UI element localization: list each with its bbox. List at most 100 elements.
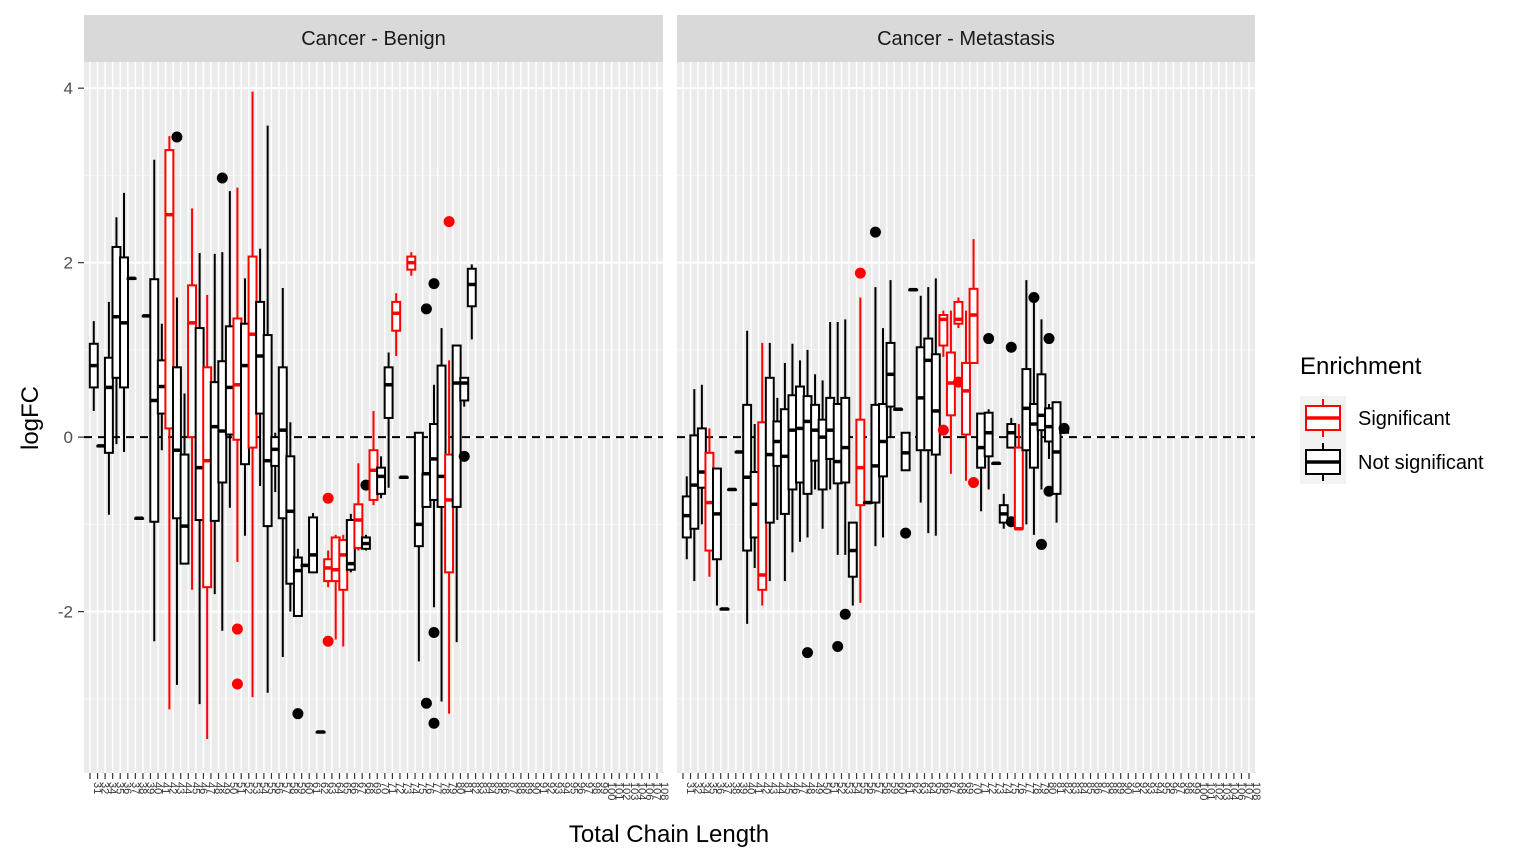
x-tick-label: 56 <box>865 782 877 794</box>
x-tick-label: 93 <box>1144 782 1156 794</box>
x-tick-label: 95 <box>567 782 579 794</box>
outlier-point <box>322 492 334 504</box>
x-tick-label: 42 <box>167 782 179 794</box>
x-tick-label: 93 <box>552 782 564 794</box>
outlier-point <box>420 303 432 315</box>
outlier-point <box>231 623 243 635</box>
box-body <box>840 396 851 484</box>
box-body <box>1036 373 1047 432</box>
boxplot-box <box>983 333 995 490</box>
box-body <box>451 344 462 508</box>
x-tick-label: 83 <box>477 782 489 794</box>
outlier-point <box>428 717 440 729</box>
x-tick-label: 92 <box>1137 782 1149 794</box>
x-tick-label: 57 <box>873 782 885 794</box>
boxplot-box <box>1051 401 1062 523</box>
x-tick-label: 49 <box>812 782 824 794</box>
x-tick-label: 88 <box>514 782 526 794</box>
x-tick-label: 51 <box>827 782 839 794</box>
boxplot-box <box>908 287 919 292</box>
facet-label-benign: Cancer - Benign <box>301 28 446 50</box>
x-tick-label: 76 <box>1016 782 1028 794</box>
x-tick-label: 103 <box>628 782 640 800</box>
boxplot-box <box>466 264 477 340</box>
box-body <box>179 453 190 565</box>
x-axis-title: Total Chain Length <box>569 821 769 848</box>
x-tick-label: 60 <box>303 782 315 794</box>
outlier-point <box>983 333 995 345</box>
box-body <box>391 300 402 332</box>
x-tick-label: 85 <box>492 782 504 794</box>
x-tick-label: 77 <box>431 782 443 794</box>
box-body <box>466 267 477 308</box>
x-tick-label: 48 <box>805 782 817 794</box>
outlier-point <box>854 267 866 279</box>
legend-label-significant: Significant <box>1358 408 1451 430</box>
x-tick-label: 96 <box>1167 782 1179 794</box>
x-tick-label: 85 <box>1084 782 1096 794</box>
outlier-point <box>428 627 440 639</box>
x-tick-label: 68 <box>956 782 968 794</box>
x-tick-label: 36 <box>121 782 133 794</box>
x-tick-label: 92 <box>545 782 557 794</box>
x-tick-label: 64 <box>333 782 345 794</box>
outlier-point <box>832 641 844 653</box>
x-tick-label: 34 <box>106 782 118 794</box>
x-tick-label: 40 <box>744 782 756 794</box>
box-body <box>459 376 470 402</box>
x-tick-label: 99 <box>598 782 610 794</box>
y-tick-label: 0 <box>64 428 73 447</box>
x-tick-label: 58 <box>880 782 892 794</box>
box-body <box>292 556 303 617</box>
box-body <box>1013 446 1024 530</box>
x-tick-label: 62 <box>910 782 922 794</box>
x-tick-label: 68 <box>363 782 375 794</box>
x-tick-label: 78 <box>439 782 451 794</box>
box-body <box>171 366 182 520</box>
x-tick-label: 74 <box>409 782 421 794</box>
boxplot-box <box>126 276 137 281</box>
boxplot-box <box>704 428 715 577</box>
boxplot-box <box>991 461 1002 466</box>
box-body <box>961 361 971 436</box>
boxplot-box <box>961 310 971 481</box>
x-tick-label: 102 <box>1212 782 1224 800</box>
outlier-point <box>216 172 228 184</box>
boxplot-box <box>878 328 888 538</box>
boxplot-box <box>308 513 318 574</box>
boxplot-box <box>353 463 364 551</box>
x-tick-label: 75 <box>1009 782 1021 794</box>
x-tick-label: 82 <box>1061 782 1073 794</box>
x-tick-label: 77 <box>1024 782 1036 794</box>
boxplot-box <box>772 397 783 521</box>
legend-item-not-significant: Not significant <box>1300 440 1484 484</box>
boxplot-box <box>398 475 409 480</box>
x-tick-label: 70 <box>378 782 390 794</box>
x-tick-label: 71 <box>978 782 990 794</box>
x-tick-label: 89 <box>522 782 534 794</box>
x-tick-label: 61 <box>310 782 322 794</box>
x-tick-label: 87 <box>1099 782 1111 794</box>
box-body <box>285 455 296 585</box>
x-tick-label: 100 <box>1197 782 1209 800</box>
x-tick-label: 90 <box>529 782 541 794</box>
boxplot-box <box>893 407 904 411</box>
x-tick-label: 75 <box>416 782 428 794</box>
x-tick-label: 80 <box>454 782 466 794</box>
box-body <box>353 503 364 549</box>
outlier-point <box>428 278 440 290</box>
x-tick-label: 46 <box>197 782 209 794</box>
x-tick-label: 59 <box>888 782 900 794</box>
x-tick-label: 91 <box>537 782 549 794</box>
boxplot-box <box>839 319 851 620</box>
x-tick-label: 66 <box>348 782 360 794</box>
boxplot-box <box>179 393 190 565</box>
boxplot-box <box>277 287 288 657</box>
x-tick-label: 71 <box>386 782 398 794</box>
boxplot-box <box>103 301 114 515</box>
x-tick-label: 43 <box>174 782 186 794</box>
x-tick-label: 39 <box>144 782 156 794</box>
boxplot-box <box>998 493 1009 529</box>
x-tick-label: 41 <box>159 782 171 794</box>
